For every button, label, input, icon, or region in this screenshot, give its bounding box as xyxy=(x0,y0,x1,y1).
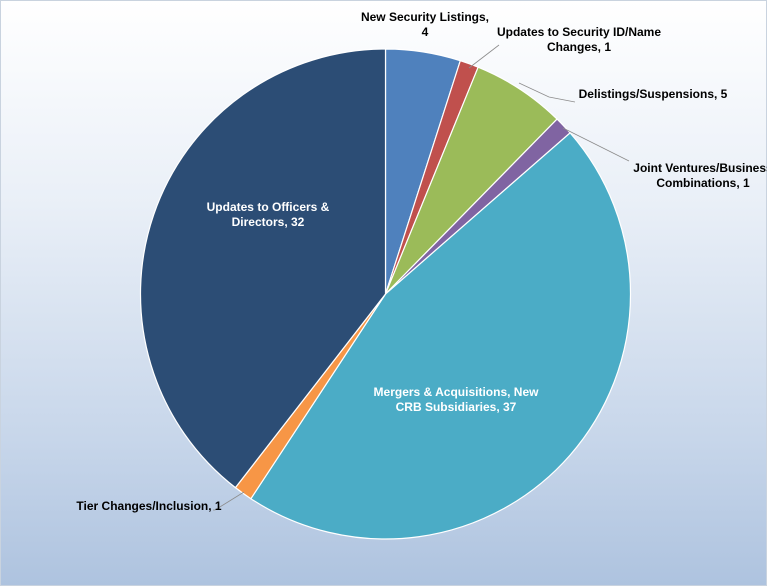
leader-line xyxy=(562,127,630,162)
data-label-line: CRB Subsidiaries, 37 xyxy=(396,400,517,414)
data-label-line: Updates to Officers & xyxy=(207,200,330,214)
data-label: Delistings/Suspensions, 5 xyxy=(579,87,728,101)
data-label-line: Delistings/Suspensions, 5 xyxy=(579,87,728,101)
pie-slices xyxy=(139,48,632,540)
leader-line xyxy=(468,44,500,69)
data-label: Updates to Officers & Directors, 32 xyxy=(207,200,330,229)
leader-line xyxy=(213,491,245,511)
data-label: Mergers & Acquisitions, New CRB Subsidiar… xyxy=(374,385,540,414)
data-label: New Security Listings, 4 xyxy=(361,10,489,39)
data-label: Updates to Security ID/Name Changes, 1 xyxy=(497,25,661,54)
data-label-line: Tier Changes/Inclusion, 1 xyxy=(76,499,221,513)
data-label-line: Directors, 32 xyxy=(232,215,305,229)
data-label-line: Changes, 1 xyxy=(547,40,611,54)
data-labels: New Security Listings, 4 Updates to Securi… xyxy=(76,10,767,513)
leader-line xyxy=(518,82,576,103)
data-label-line: New Security Listings, xyxy=(361,10,489,24)
pie-slice-updates-to-officers-directors xyxy=(139,48,387,489)
data-label-line: Combinations, 1 xyxy=(656,176,750,190)
data-label: Joint Ventures/Business Combinations, 1 xyxy=(633,161,767,190)
data-label-line: Mergers & Acquisitions, New xyxy=(374,385,540,399)
data-label-line: 4 xyxy=(422,25,429,39)
pie-slice-mergers-acquisitions-new-crb-subsidiaries xyxy=(250,132,632,540)
data-label-line: Updates to Security ID/Name xyxy=(497,25,661,39)
data-label-line: Joint Ventures/Business xyxy=(633,161,767,175)
data-label: Tier Changes/Inclusion, 1 xyxy=(76,499,221,513)
